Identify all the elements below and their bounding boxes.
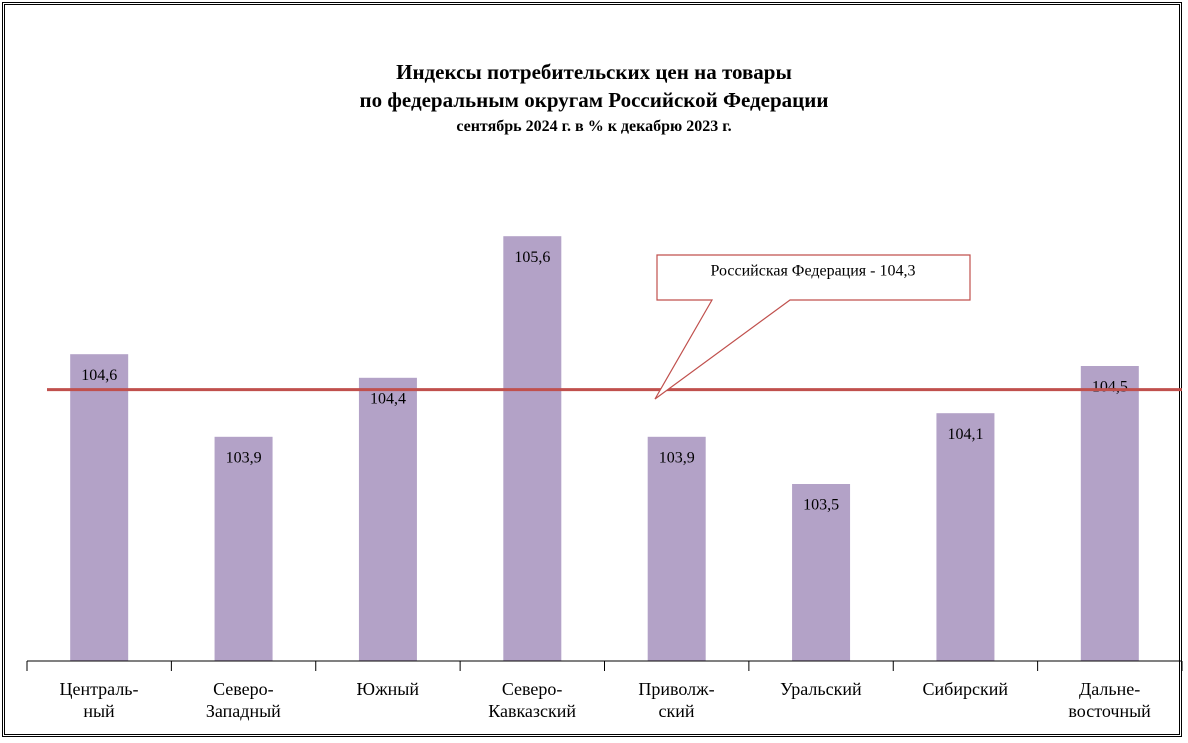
bar <box>503 236 562 661</box>
data-label: 103,5 <box>803 497 839 514</box>
x-tick-label: Сибирский <box>922 679 1008 699</box>
bar <box>936 413 995 661</box>
bar <box>214 436 273 661</box>
reference-label: Российская Федерация - 104,3 <box>710 263 915 280</box>
bar <box>358 377 417 661</box>
data-label: 104,5 <box>1092 379 1128 396</box>
data-label: 103,9 <box>226 449 262 466</box>
bar <box>792 484 851 661</box>
bar <box>647 436 706 661</box>
x-tick-label: Приволж- ский <box>638 679 715 721</box>
callout-box <box>654 254 971 400</box>
data-label: 105,6 <box>514 249 550 266</box>
data-label: 103,9 <box>659 449 695 466</box>
x-tick-label: Уральский <box>780 679 862 699</box>
x-tick-label: Северо- Западный <box>205 679 281 721</box>
chart-subtitle: сентябрь 2024 г. в % к декабрю 2023 г. <box>456 118 732 135</box>
data-label: 104,6 <box>81 367 117 384</box>
data-label: 104,1 <box>947 426 983 443</box>
bar <box>1080 366 1139 661</box>
callout: Российская Федерация - 104,3 <box>654 254 971 400</box>
chart-title: Индексы потребительских цен на товары по… <box>359 60 829 112</box>
x-tick-label: Централь- ный <box>59 679 139 721</box>
bar <box>70 354 129 661</box>
data-label: 104,4 <box>370 390 406 407</box>
x-tick-label: Южный <box>356 679 420 699</box>
x-tick-label: Дальне- восточный <box>1068 679 1151 721</box>
x-tick-label: Северо- Кавказский <box>488 679 577 721</box>
